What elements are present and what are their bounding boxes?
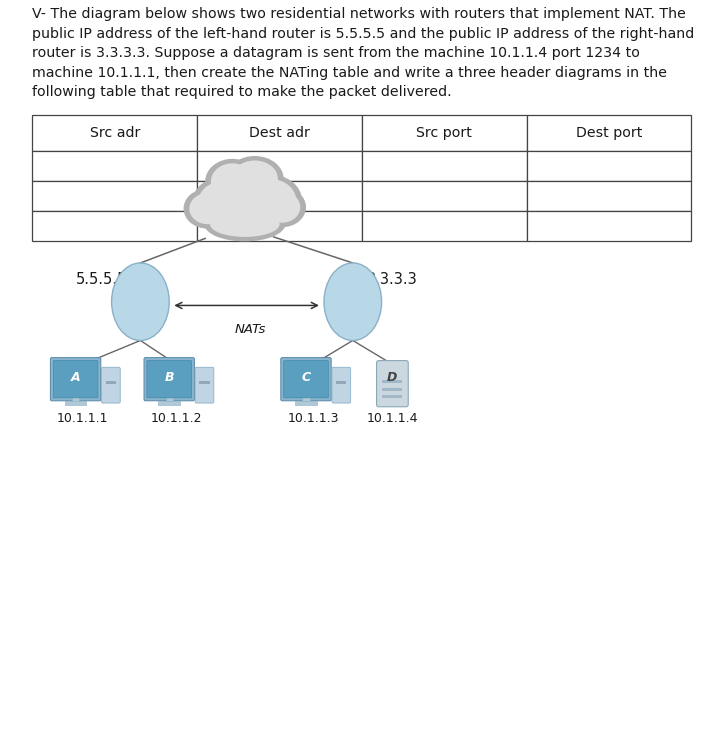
Text: 10.1.1.2: 10.1.1.2	[150, 412, 202, 425]
FancyBboxPatch shape	[147, 361, 192, 398]
Ellipse shape	[258, 187, 306, 227]
Text: Src adr: Src adr	[89, 127, 140, 140]
Bar	[166, 395, 173, 402]
Bar	[32, 115, 197, 151]
Ellipse shape	[205, 159, 260, 205]
Ellipse shape	[207, 174, 282, 236]
FancyBboxPatch shape	[377, 361, 408, 407]
Text: 3.3.3.3: 3.3.3.3	[367, 272, 418, 287]
Text: C: C	[302, 371, 310, 384]
Bar	[32, 181, 197, 211]
Bar	[361, 115, 526, 151]
FancyBboxPatch shape	[195, 367, 214, 403]
FancyBboxPatch shape	[332, 367, 351, 403]
Ellipse shape	[189, 193, 226, 224]
Ellipse shape	[226, 156, 284, 202]
Bar	[336, 381, 346, 384]
FancyBboxPatch shape	[50, 358, 101, 401]
Ellipse shape	[204, 207, 285, 241]
Bar	[32, 151, 197, 181]
Ellipse shape	[264, 191, 300, 223]
Bar	[197, 115, 361, 151]
Bar	[158, 401, 180, 405]
Bar	[382, 380, 402, 383]
Bar	[382, 396, 402, 399]
Ellipse shape	[112, 263, 169, 340]
Text: B: B	[164, 371, 174, 384]
Ellipse shape	[213, 178, 276, 232]
Ellipse shape	[243, 179, 296, 221]
Bar	[526, 181, 691, 211]
Ellipse shape	[232, 160, 278, 197]
Bar	[295, 401, 317, 405]
Bar	[106, 381, 116, 384]
Text: Src port: Src port	[416, 127, 472, 140]
Ellipse shape	[199, 182, 245, 221]
Bar	[32, 211, 197, 241]
Text: D: D	[387, 371, 397, 384]
Bar	[526, 115, 691, 151]
Ellipse shape	[184, 188, 232, 229]
Text: Dest adr: Dest adr	[249, 127, 310, 140]
Bar	[65, 401, 86, 405]
FancyBboxPatch shape	[53, 361, 98, 398]
FancyBboxPatch shape	[144, 358, 194, 401]
Bar	[382, 388, 402, 391]
Ellipse shape	[210, 212, 279, 237]
Bar	[197, 211, 361, 241]
FancyBboxPatch shape	[284, 361, 328, 398]
Ellipse shape	[211, 163, 254, 200]
FancyBboxPatch shape	[281, 358, 331, 401]
Bar	[526, 151, 691, 181]
Bar	[197, 151, 361, 181]
Text: Dest port: Dest port	[576, 127, 642, 140]
Text: 5.5.5.5: 5.5.5.5	[76, 272, 127, 287]
Ellipse shape	[238, 174, 302, 226]
Bar	[361, 181, 526, 211]
FancyBboxPatch shape	[102, 367, 120, 403]
Bar	[361, 211, 526, 241]
Bar	[72, 395, 79, 402]
Text: 10.1.1.4: 10.1.1.4	[366, 412, 418, 425]
Bar	[199, 381, 210, 384]
Ellipse shape	[324, 263, 382, 340]
Text: 10.1.1.1: 10.1.1.1	[57, 412, 109, 425]
Text: A: A	[71, 371, 81, 384]
Text: NATs: NATs	[235, 323, 266, 335]
Bar	[302, 395, 310, 402]
Ellipse shape	[193, 177, 251, 226]
Bar	[526, 211, 691, 241]
Bar	[361, 151, 526, 181]
Text: 10.1.1.3: 10.1.1.3	[287, 412, 339, 425]
Bar	[197, 181, 361, 211]
Text: V- The diagram below shows two residential networks with routers that implement : V- The diagram below shows two residenti…	[32, 7, 695, 99]
